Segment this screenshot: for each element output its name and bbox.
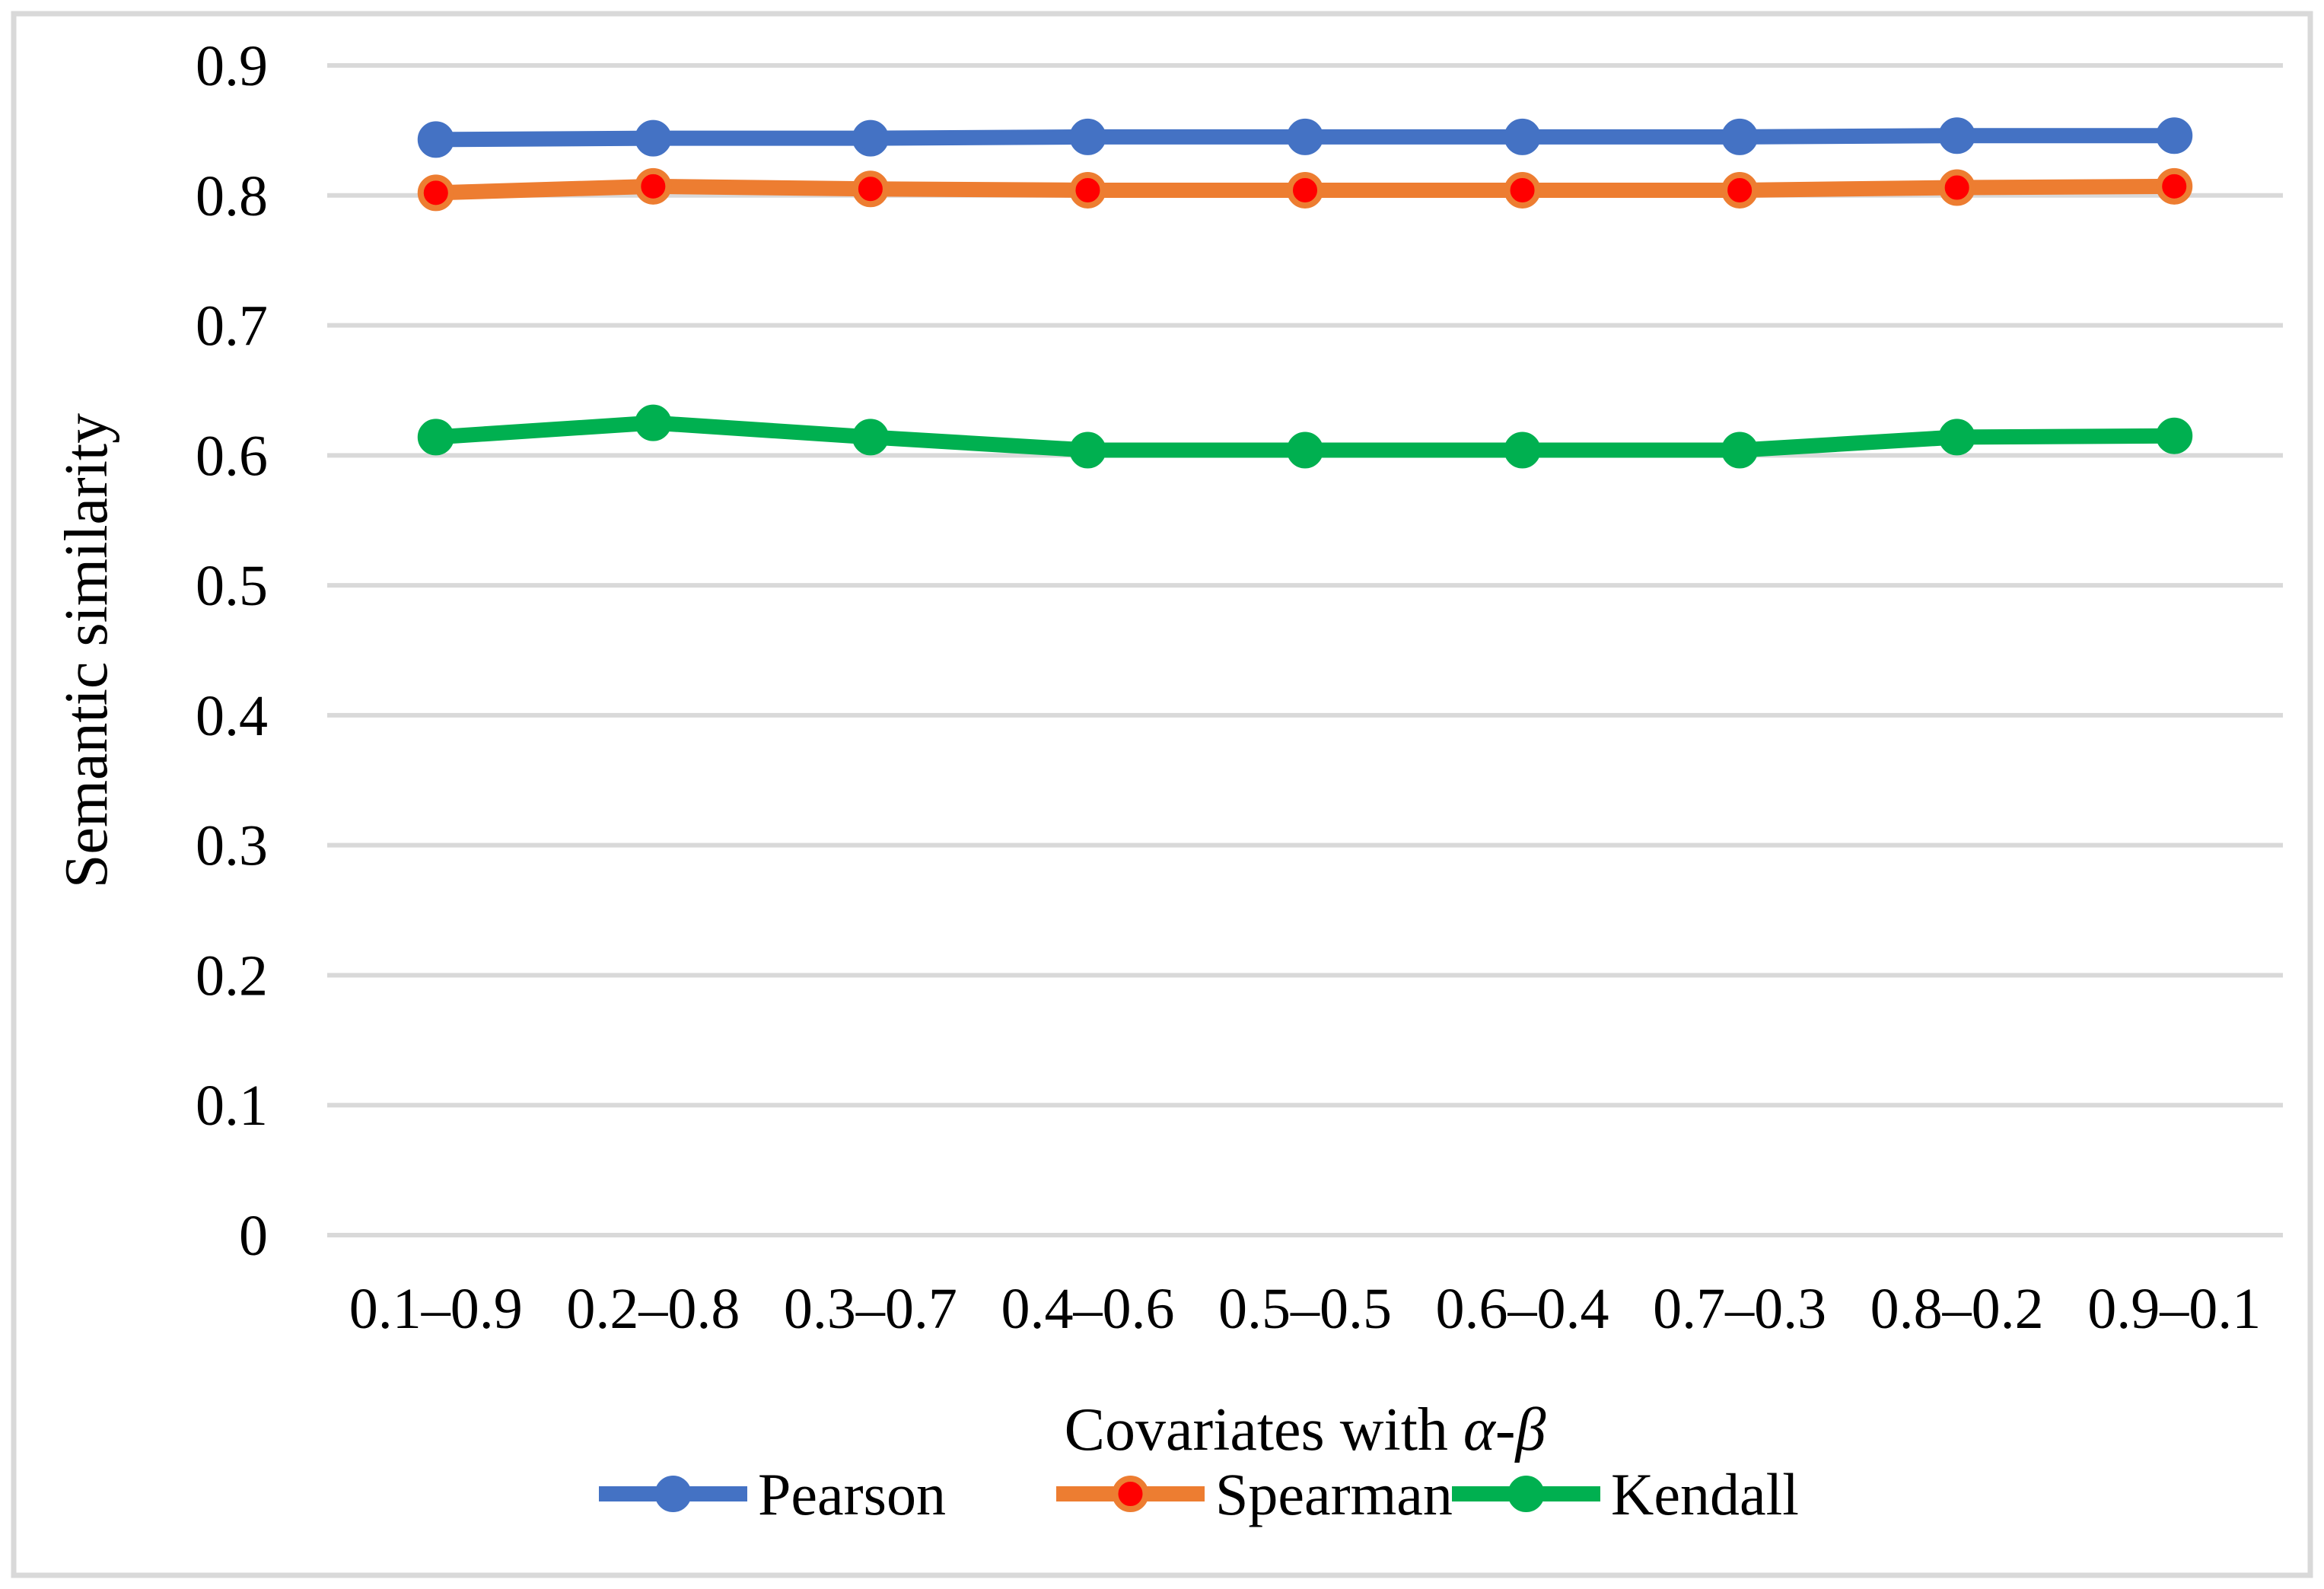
- legend-marker-icon: [1112, 1476, 1149, 1512]
- x-axis-title-greek: α-β: [1463, 1396, 1546, 1463]
- x-tick-label: 0.5–0.5: [1218, 1277, 1392, 1341]
- y-tick-label: 0.5: [196, 554, 268, 618]
- data-point-pearson: [852, 119, 889, 157]
- data-point-pearson: [417, 121, 454, 158]
- legend-label-spearman: Spearman: [1215, 1461, 1453, 1527]
- y-tick-label: 0.2: [196, 944, 268, 1008]
- x-tick-labels-group: 0.1–0.9 0.2–0.8 0.3–0.7 0.4–0.6 0.5–0.5 0.6–0…: [349, 1277, 2261, 1341]
- data-point-spearman: [1504, 171, 1541, 209]
- legend-label-kendall: Kendall: [1611, 1461, 1799, 1527]
- y-tick-label: 0.6: [196, 424, 268, 488]
- x-tick-label: 0.4–0.6: [1001, 1277, 1174, 1341]
- data-point-pearson: [1938, 117, 1975, 154]
- x-axis-title-text: Covariates with: [1065, 1396, 1463, 1463]
- data-point-kendall: [1069, 431, 1106, 469]
- series-group: [417, 117, 2193, 469]
- x-tick-label: 0.9–0.1: [2087, 1277, 2261, 1341]
- data-point-kendall: [417, 419, 454, 456]
- x-tick-label: 0.8–0.2: [1870, 1277, 2044, 1341]
- data-point-kendall: [1938, 419, 1975, 456]
- gridlines-group: [327, 63, 2283, 1237]
- y-tick-label: 0.9: [196, 34, 268, 98]
- data-point-spearman: [2156, 167, 2193, 205]
- data-point-spearman: [852, 170, 889, 208]
- x-tick-label: 0.7–0.3: [1653, 1277, 1826, 1341]
- y-tick-label: 0.8: [196, 164, 268, 228]
- data-point-kendall: [852, 419, 889, 456]
- legend-marker-icon: [654, 1476, 692, 1512]
- data-point-kendall: [1721, 431, 1759, 469]
- x-tick-label: 0.1–0.9: [349, 1277, 523, 1341]
- data-point-pearson: [1504, 118, 1541, 155]
- data-point-spearman: [417, 174, 454, 212]
- legend-label-pearson: Pearson: [758, 1461, 946, 1527]
- data-point-kendall: [1504, 431, 1541, 469]
- y-tick-label: 0.4: [196, 684, 268, 748]
- y-tick-label: 0.3: [196, 814, 268, 878]
- y-tick-labels-group: 0 0.1 0.2 0.3 0.4 0.5 0.6 0.7 0.8 0.9: [196, 34, 268, 1268]
- x-tick-label: 0.2–0.8: [566, 1277, 740, 1341]
- y-tick-label: 0.7: [196, 295, 268, 358]
- data-point-pearson: [2156, 117, 2193, 154]
- legend-item-pearson: Pearson: [599, 1461, 946, 1527]
- data-point-kendall: [1287, 431, 1323, 469]
- legend: Pearson Spearman Kendall: [599, 1461, 1799, 1527]
- data-point-kendall: [635, 404, 672, 441]
- data-point-pearson: [1287, 118, 1323, 155]
- data-point-spearman: [1938, 169, 1975, 206]
- data-point-spearman: [1069, 171, 1106, 209]
- data-point-pearson: [1721, 118, 1759, 155]
- data-point-pearson: [1069, 118, 1106, 155]
- y-tick-label: 0.1: [196, 1074, 268, 1138]
- figure-border: [11, 11, 2313, 1578]
- data-point-spearman: [1287, 171, 1323, 209]
- y-tick-label: 0: [239, 1204, 268, 1268]
- y-axis-title: Semantic similarity: [53, 413, 120, 888]
- data-point-kendall: [2156, 417, 2193, 454]
- data-point-pearson: [635, 119, 672, 157]
- x-axis-title: Covariates with α-β: [1065, 1396, 1546, 1463]
- x-tick-label: 0.3–0.7: [784, 1277, 957, 1341]
- legend-item-kendall: Kendall: [1452, 1461, 1799, 1527]
- legend-marker-icon: [1507, 1476, 1545, 1512]
- legend-item-spearman: Spearman: [1056, 1461, 1453, 1527]
- data-point-spearman: [1721, 171, 1759, 209]
- x-tick-label: 0.6–0.4: [1436, 1277, 1609, 1341]
- data-point-spearman: [635, 167, 672, 205]
